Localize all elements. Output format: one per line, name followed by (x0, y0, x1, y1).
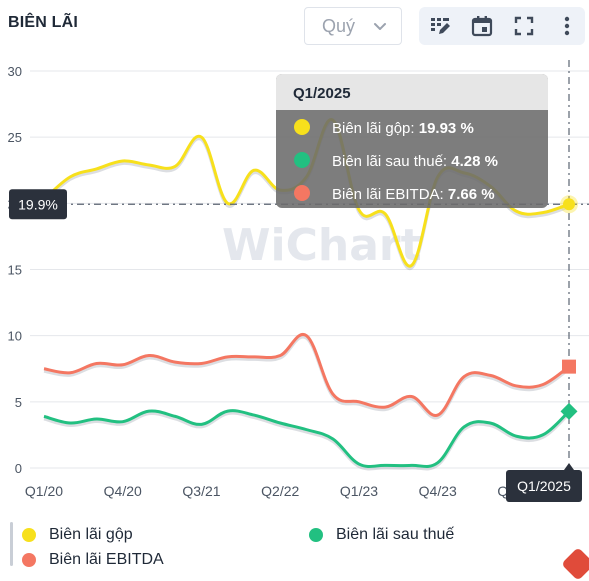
legend-label: Biên lãi sau thuế (336, 526, 455, 543)
tooltip: Q1/2025 Biên lãi gộp: 19.93 % Biên lãi sau… (276, 74, 548, 208)
legend-label: Biên lãi EBITDA (49, 551, 164, 568)
x-tick-label: Q3/21 (182, 483, 220, 499)
tooltip-marker (294, 152, 310, 168)
legend-marker (309, 528, 323, 542)
tooltip-marker (294, 185, 310, 201)
tooltip-header (276, 74, 548, 110)
crosshair-x-label-arrow (564, 463, 574, 470)
chart-toolbar (419, 7, 585, 45)
chart-legend: Biên lãi gộp Biên lãi sau thuế Biên lãi … (0, 520, 589, 572)
margin-line-chart: 051015202530WiChartQ1/20Q4/20Q3/21Q2/22Q… (8, 60, 589, 502)
legend-scrollbar[interactable] (10, 522, 13, 566)
tooltip-row-label: Biên lãi sau thuế: (332, 153, 451, 170)
tooltip-row: Biên lãi gộp: 19.93 % (332, 120, 474, 137)
legend-marker (22, 528, 36, 542)
tooltip-title: Q1/2025 (293, 85, 351, 102)
fullscreen-icon[interactable] (512, 14, 536, 38)
series-line-net (43, 409, 571, 468)
legend-label: Biên lãi gộp (49, 526, 133, 543)
legend-marker (22, 553, 36, 567)
y-tick-label: 10 (8, 329, 22, 344)
tooltip-row-value: 4.28 % (451, 153, 498, 170)
series-shadow (43, 411, 571, 471)
tooltip-row-label: Biên lãi gộp: (332, 120, 419, 137)
period-select-value: Quý (322, 16, 356, 36)
series-shadow (43, 335, 570, 420)
more-vertical-icon[interactable] (555, 14, 579, 38)
period-select[interactable]: Quý (304, 7, 402, 45)
tooltip-row-value: 19.93 % (419, 120, 474, 137)
tooltip-row-value: 7.66 % (448, 186, 495, 203)
table-edit-icon[interactable] (428, 14, 452, 38)
series-end-marker-net (560, 402, 578, 420)
crosshair-x-label: Q1/2025 (517, 478, 571, 494)
tooltip-marker (294, 119, 310, 135)
y-tick-label: 25 (8, 130, 22, 145)
y-tick-label: 0 (15, 461, 22, 476)
watermark-text: WiChart (222, 220, 422, 271)
series-line-ebitda (43, 332, 570, 417)
tooltip-row-label: Biên lãi EBITDA: (332, 186, 448, 203)
y-tick-label: 5 (15, 395, 22, 410)
x-tick-label: Q1/20 (25, 483, 63, 499)
crosshair-y-label: 19.9% (18, 196, 58, 212)
x-tick-label: Q2/22 (261, 483, 299, 499)
tooltip-row: Biên lãi EBITDA: 7.66 % (332, 186, 495, 203)
crosshair-y-label-box (9, 189, 67, 220)
tooltip-row: Biên lãi sau thuế: 4.28 % (332, 153, 498, 170)
crosshair-x-label-box (506, 470, 582, 502)
calendar-icon[interactable] (470, 14, 494, 38)
x-tick-label: Q4/20 (104, 483, 142, 499)
x-tick-label: Q1/23 (340, 483, 378, 499)
page-title: BIÊN LÃI (8, 14, 79, 31)
series-end-marker-ebitda (562, 359, 576, 374)
y-tick-label: 15 (8, 263, 22, 278)
series-end-marker-gross (563, 198, 575, 211)
chevron-down-icon (374, 23, 386, 30)
x-tick-label: Q4/23 (419, 483, 457, 499)
y-tick-label: 30 (8, 64, 22, 79)
